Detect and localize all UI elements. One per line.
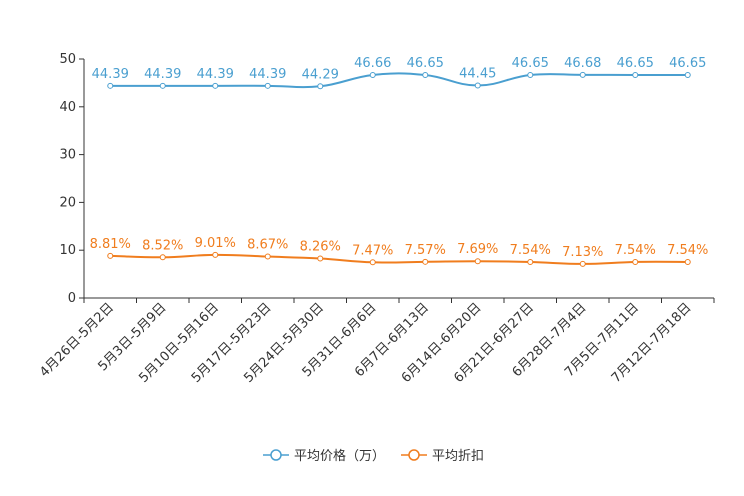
data-label: 46.65: [617, 56, 654, 71]
series-1: 44.39 44.39 44.39 44.39 44.29 46.66 46.65 44.45…: [92, 56, 706, 90]
data-point[interactable]: [632, 258, 639, 265]
data-point[interactable]: [579, 71, 586, 78]
data-point[interactable]: [684, 258, 691, 265]
data-point[interactable]: [579, 260, 586, 267]
data-point[interactable]: [159, 82, 166, 89]
data-label: 44.39: [249, 67, 286, 82]
data-point[interactable]: [107, 252, 114, 259]
data-label: 7.54%: [615, 243, 656, 258]
series-lines: 44.39 44.39 44.39 44.39 44.29 46.66 46.65 44.45…: [90, 56, 708, 267]
data-label: 44.39: [144, 67, 181, 82]
data-point[interactable]: [369, 71, 376, 78]
data-point[interactable]: [212, 82, 219, 89]
data-label: 46.66: [354, 56, 391, 71]
data-label: 8.67%: [247, 238, 288, 253]
data-label: 44.45: [459, 67, 496, 82]
data-point[interactable]: [107, 82, 114, 89]
series-line: [110, 253, 688, 265]
data-point[interactable]: [474, 258, 481, 265]
y-tick-label: 40: [59, 100, 76, 115]
y-tick-label: 50: [59, 52, 76, 67]
legend-item-2[interactable]: 平均折扣: [401, 449, 484, 464]
legend-label: 平均价格（万）: [294, 448, 385, 464]
legend-item-1[interactable]: 平均价格（万）: [263, 448, 385, 464]
legend-marker-icon: [408, 449, 420, 461]
data-label: 7.54%: [510, 243, 551, 258]
data-point[interactable]: [527, 258, 534, 265]
data-point[interactable]: [527, 72, 534, 79]
data-point[interactable]: [422, 72, 429, 79]
data-label: 7.69%: [457, 242, 498, 257]
series-line: [110, 72, 688, 89]
data-label: 44.39: [92, 67, 129, 82]
axes: 010203040504月26日-5月2日5月3日-5月9日5月10日-5月16…: [37, 52, 715, 386]
data-point[interactable]: [684, 72, 691, 79]
data-point[interactable]: [369, 259, 376, 266]
y-tick-label: 10: [59, 243, 76, 258]
data-point[interactable]: [264, 82, 271, 89]
data-label: 7.13%: [562, 245, 603, 260]
data-label: 8.81%: [90, 237, 131, 252]
data-label: 9.01%: [195, 236, 236, 251]
data-label: 46.65: [407, 56, 444, 71]
legend[interactable]: 平均价格（万） 平均折扣: [263, 448, 484, 464]
data-label: 46.65: [512, 56, 549, 71]
legend-marker-icon: [270, 449, 282, 461]
data-label: 44.29: [302, 67, 339, 82]
y-tick-label: 20: [59, 195, 76, 210]
data-label: 7.54%: [667, 243, 708, 258]
data-label: 8.26%: [300, 240, 341, 255]
data-label: 7.57%: [405, 243, 446, 258]
y-tick-label: 0: [68, 291, 76, 306]
data-point[interactable]: [317, 255, 324, 262]
data-label: 8.52%: [142, 238, 183, 253]
data-label: 44.39: [197, 67, 234, 82]
data-point[interactable]: [422, 258, 429, 265]
series-2: 8.81% 8.52% 9.01% 8.67% 8.26% 7.47% 7.57% 7.69%…: [90, 236, 708, 267]
data-point[interactable]: [474, 82, 481, 89]
data-label: 7.47%: [352, 243, 393, 258]
data-point[interactable]: [317, 83, 324, 90]
data-point[interactable]: [159, 254, 166, 261]
data-label: 46.65: [669, 56, 706, 71]
data-point[interactable]: [212, 251, 219, 258]
y-tick-label: 30: [59, 148, 76, 163]
legend-label: 平均折扣: [432, 449, 484, 464]
data-label: 46.68: [564, 56, 601, 71]
data-point[interactable]: [632, 72, 639, 79]
data-point[interactable]: [264, 253, 271, 260]
